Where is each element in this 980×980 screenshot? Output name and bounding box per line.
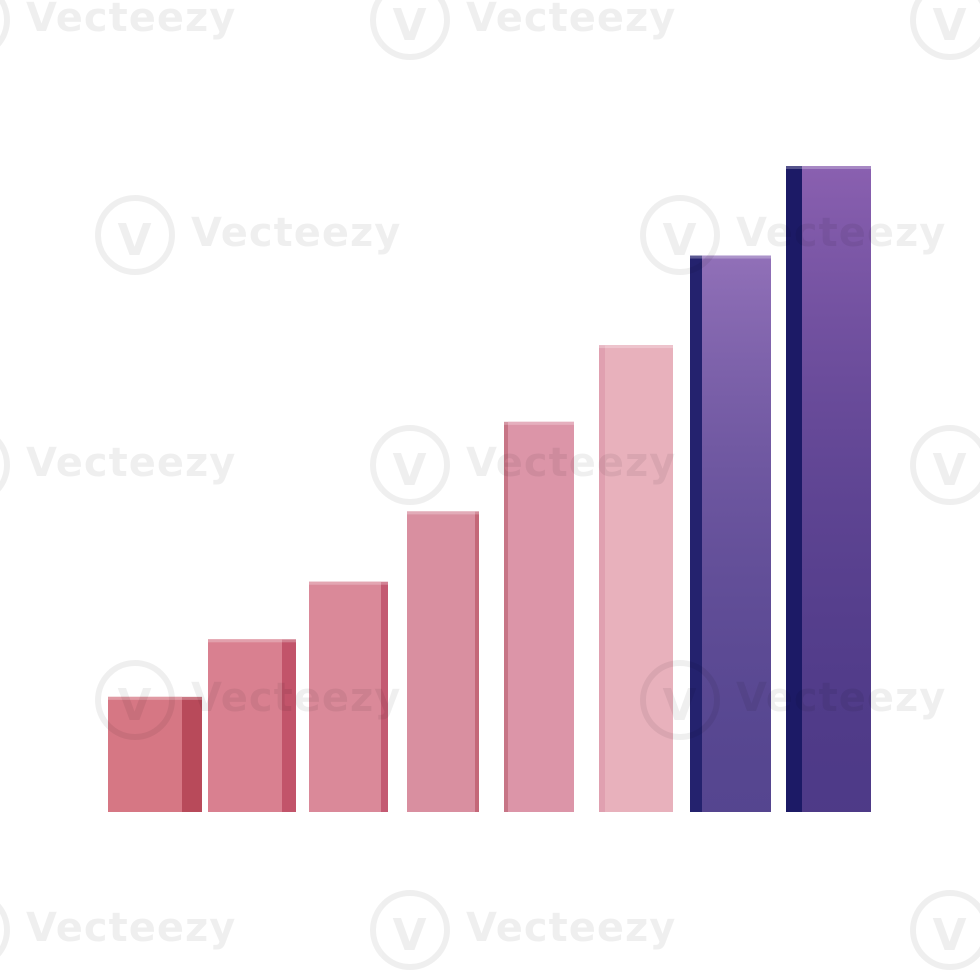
bar-3-front xyxy=(309,581,381,812)
bar-1-front xyxy=(108,696,182,812)
bar-4-front xyxy=(407,511,475,812)
bar-4-side xyxy=(475,511,479,812)
bar-2 xyxy=(208,639,296,812)
bar-6-top xyxy=(599,345,673,349)
bar-3-top xyxy=(309,581,388,585)
bar-1 xyxy=(108,696,202,812)
bar-5 xyxy=(504,421,574,812)
bar-4 xyxy=(407,511,479,812)
bar-6-front xyxy=(605,345,673,812)
bar-3-side xyxy=(381,581,388,812)
bar-5-front xyxy=(508,421,574,812)
bar-8 xyxy=(786,166,871,812)
bar-7-front xyxy=(702,255,771,812)
bar-1-top xyxy=(108,696,202,700)
bar-7-side xyxy=(690,255,702,812)
bar-8-side xyxy=(786,166,802,812)
bar-5-side xyxy=(504,421,508,812)
bar-1-side xyxy=(182,696,202,812)
bar-6-side xyxy=(599,345,605,812)
bar-2-side xyxy=(282,639,296,812)
bar-4-top xyxy=(407,511,479,515)
bars-group xyxy=(108,166,871,812)
bar-5-top xyxy=(504,421,574,425)
bar-2-top xyxy=(208,639,296,643)
bar-7-top xyxy=(690,255,771,259)
bar-8-top xyxy=(786,166,871,169)
bar-6 xyxy=(599,345,673,812)
bar-8-front xyxy=(802,166,871,812)
bar-3 xyxy=(309,581,388,812)
bar-7 xyxy=(690,255,771,812)
bar-2-front xyxy=(208,639,282,812)
